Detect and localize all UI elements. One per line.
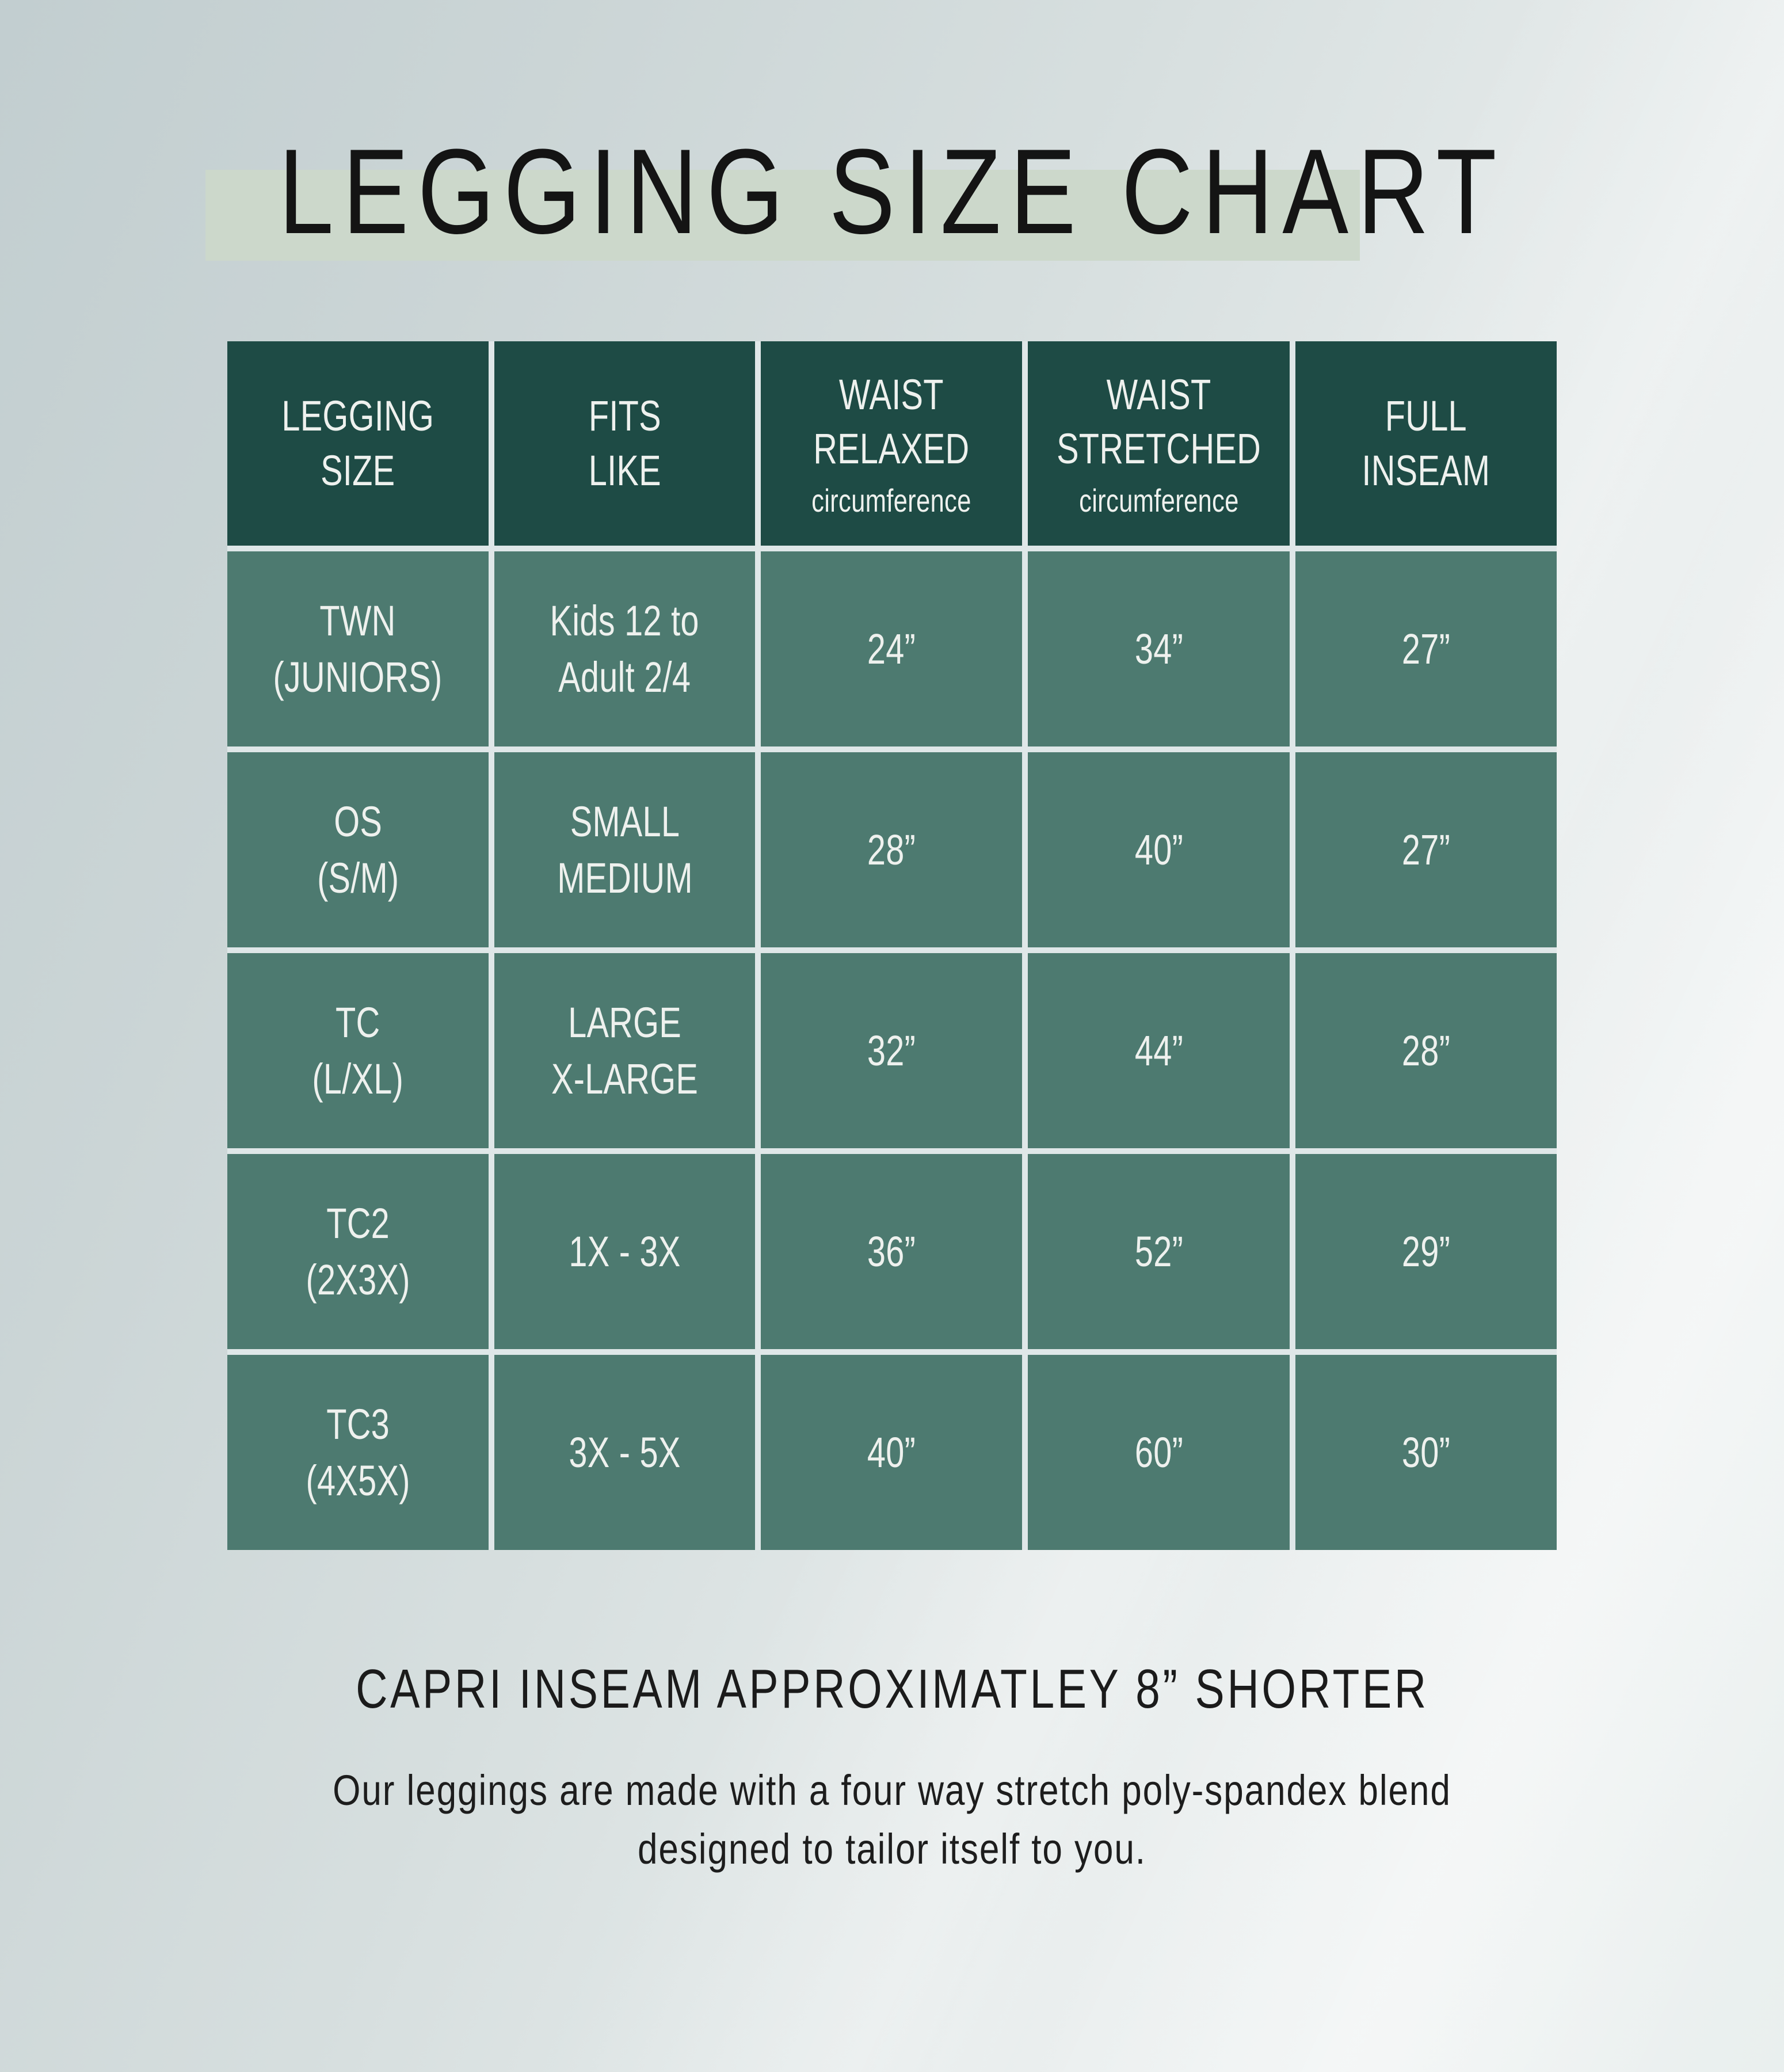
table-cell-waist-relaxed: 24”: [761, 551, 1023, 746]
cell-text: Kids 12 to Adult 2/4: [550, 596, 700, 701]
table-cell-inseam: 30”: [1295, 1355, 1557, 1550]
table-cell-fits: Kids 12 to Adult 2/4: [494, 551, 756, 746]
header-label: WAIST STRETCHED: [1057, 370, 1261, 473]
cell-text: TC3 (4X5X): [306, 1400, 410, 1505]
capri-inseam-note: CAPRI INSEAM APPROXIMATLEY 8” SHORTER: [0, 1659, 1784, 1720]
table-cell-waist-relaxed: 28”: [761, 752, 1023, 947]
table-cell-waist-stretched: 40”: [1028, 752, 1290, 947]
table-cell-waist-stretched: 60”: [1028, 1355, 1290, 1550]
table-cell-inseam: 27”: [1295, 551, 1557, 746]
fabric-description-text: Our leggings are made with a four way st…: [333, 1766, 1451, 1873]
table-cell-size: TC3 (4X5X): [227, 1355, 489, 1550]
table-cell-fits: 3X - 5X: [494, 1355, 756, 1550]
cell-text: 24”: [867, 624, 916, 673]
cell-text: 40”: [1134, 825, 1183, 874]
fabric-description: Our leggings are made with a four way st…: [0, 1761, 1784, 1879]
cell-text: 27”: [1402, 624, 1451, 673]
table-cell-size: OS (S/M): [227, 752, 489, 947]
cell-text: 52”: [1134, 1227, 1183, 1275]
cell-text: 60”: [1134, 1428, 1183, 1476]
table-cell-size: TC (L/XL): [227, 953, 489, 1148]
cell-text: SMALL MEDIUM: [556, 797, 693, 902]
table-cell-waist-stretched: 34”: [1028, 551, 1290, 746]
cell-text: TC2 (2X3X): [306, 1199, 410, 1304]
page-title: LEGGING SIZE CHART: [0, 131, 1784, 252]
cell-text: 34”: [1134, 624, 1183, 673]
header-sublabel: circumference: [1078, 482, 1239, 519]
cell-text: 30”: [1402, 1428, 1451, 1476]
title-highlight-band: [205, 170, 1360, 261]
table-cell-fits: SMALL MEDIUM: [494, 752, 756, 947]
table-cell-fits: 1X - 3X: [494, 1154, 756, 1349]
cell-text: 29”: [1402, 1227, 1451, 1275]
cell-text: TWN (JUNIORS): [273, 596, 443, 701]
cell-text: 27”: [1402, 825, 1451, 874]
header-cell-waist-relaxed: WAIST RELAXED circumference: [761, 341, 1023, 546]
header-label: LEGGING SIZE: [281, 391, 434, 494]
table-cell-inseam: 27”: [1295, 752, 1557, 947]
cell-text: TC (L/XL): [312, 998, 404, 1103]
cell-text: 36”: [867, 1227, 916, 1275]
capri-inseam-note-text: CAPRI INSEAM APPROXIMATLEY 8” SHORTER: [355, 1658, 1429, 1720]
table-cell-waist-stretched: 52”: [1028, 1154, 1290, 1349]
header-cell-legging-size: LEGGING SIZE: [227, 341, 489, 546]
cell-text: 44”: [1134, 1026, 1183, 1075]
table-cell-waist-relaxed: 40”: [761, 1355, 1023, 1550]
table-cell-waist-relaxed: 32”: [761, 953, 1023, 1148]
header-label: FITS LIKE: [588, 391, 661, 494]
cell-text: OS (S/M): [317, 797, 399, 902]
header-label: FULL INSEAM: [1362, 391, 1491, 494]
cell-text: 1X - 3X: [569, 1227, 681, 1275]
table-cell-fits: LARGE X-LARGE: [494, 953, 756, 1148]
table-cell-size: TWN (JUNIORS): [227, 551, 489, 746]
header-sublabel: circumference: [811, 482, 972, 519]
table-cell-size: TC2 (2X3X): [227, 1154, 489, 1349]
page-title-text: LEGGING SIZE CHART: [278, 124, 1506, 259]
table-cell-waist-stretched: 44”: [1028, 953, 1290, 1148]
header-label: WAIST RELAXED: [813, 370, 970, 473]
header-cell-fits-like: FITS LIKE: [494, 341, 756, 546]
cell-text: 32”: [867, 1026, 916, 1075]
cell-text: 28”: [1402, 1026, 1451, 1075]
legging-size-table: LEGGING SIZE FITS LIKE WAIST RELAXED cir…: [227, 341, 1557, 1550]
header-cell-waist-stretched: WAIST STRETCHED circumference: [1028, 341, 1290, 546]
header-cell-full-inseam: FULL INSEAM: [1295, 341, 1557, 546]
table-cell-inseam: 29”: [1295, 1154, 1557, 1349]
cell-text: 28”: [867, 825, 916, 874]
table-cell-inseam: 28”: [1295, 953, 1557, 1148]
cell-text: LARGE X-LARGE: [551, 998, 699, 1103]
cell-text: 3X - 5X: [569, 1428, 681, 1476]
table-cell-waist-relaxed: 36”: [761, 1154, 1023, 1349]
cell-text: 40”: [867, 1428, 916, 1476]
